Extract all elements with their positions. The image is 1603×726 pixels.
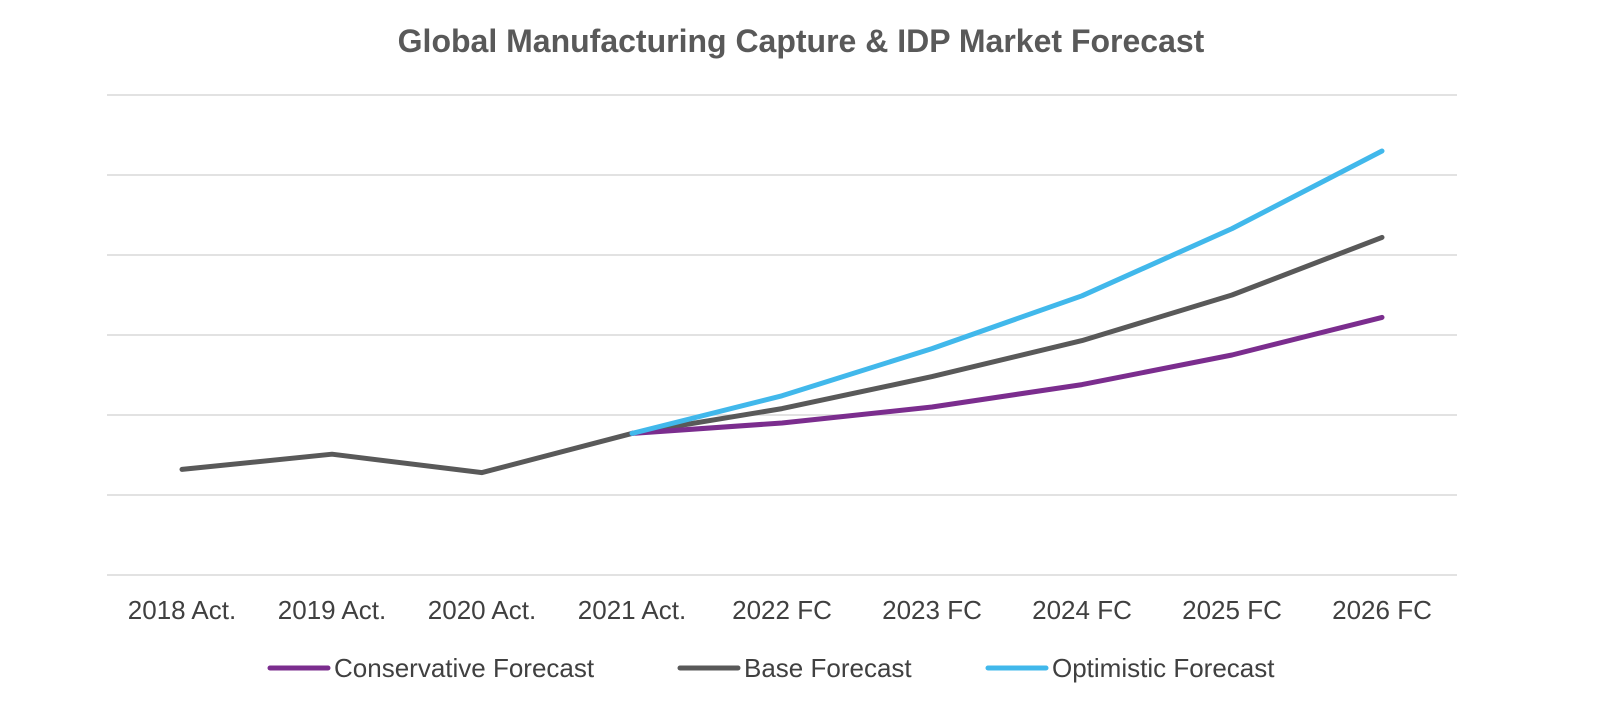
series-lines — [179, 148, 1385, 476]
x-tick-label: 2018 Act. — [128, 595, 236, 625]
x-tick-label: 2023 FC — [882, 595, 982, 625]
x-tick-label: 2021 Act. — [578, 595, 686, 625]
gridlines — [107, 94, 1457, 576]
series-line-optimistic-forecast — [629, 148, 1385, 436]
series-line-base-forecast — [179, 234, 1385, 476]
legend-label-conservative-forecast: Conservative Forecast — [334, 653, 595, 683]
x-axis-tick-labels: 2018 Act. 2019 Act. 2020 Act. 2021 Act. 2022… — [128, 595, 1432, 625]
x-tick-label: 2025 FC — [1182, 595, 1282, 625]
series-line-conservative-forecast — [629, 314, 1385, 436]
x-tick-label: 2022 FC — [732, 595, 832, 625]
legend-label-optimistic-forecast: Optimistic Forecast — [1052, 653, 1275, 683]
x-tick-label: 2019 Act. — [278, 595, 386, 625]
x-tick-label: 2024 FC — [1032, 595, 1132, 625]
chart-title: Global Manufacturing Capture & IDP Marke… — [398, 23, 1205, 59]
x-tick-label: 2026 FC — [1332, 595, 1432, 625]
x-tick-label: 2020 Act. — [428, 595, 536, 625]
legend-label-base-forecast: Base Forecast — [744, 653, 912, 683]
legend: Conservative Forecast Base Forecast Optimi… — [267, 653, 1275, 683]
